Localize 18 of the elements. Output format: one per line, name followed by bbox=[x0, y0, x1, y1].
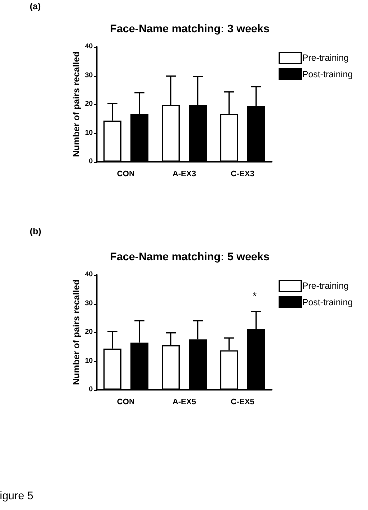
text: igure 5 bbox=[0, 490, 34, 502]
chart-title: Face-Name matching: 5 weeks bbox=[110, 252, 270, 264]
text: (b) bbox=[30, 226, 42, 236]
x-tick-label: C-EX5 bbox=[231, 398, 256, 406]
chart-title: Face-Name matching: 3 weeks bbox=[110, 24, 270, 36]
x-tick-label: A-EX3 bbox=[172, 170, 197, 178]
x-tick-label: A-EX5 bbox=[172, 398, 197, 406]
text: (a) bbox=[30, 2, 41, 12]
legend-label: Post-training bbox=[302, 69, 354, 80]
annotation: * bbox=[253, 292, 257, 302]
x-tick-label: CON bbox=[117, 398, 136, 406]
legend-label: Post-training bbox=[302, 297, 354, 308]
legend-label: Pre-training bbox=[302, 53, 350, 64]
x-tick-label: CON bbox=[117, 170, 136, 178]
y-axis-title: Number of pairs recalled bbox=[72, 52, 82, 158]
y-axis-title: Number of pairs recalled bbox=[72, 280, 82, 386]
x-tick-label: C-EX3 bbox=[231, 170, 256, 178]
legend-label: Pre-training bbox=[302, 281, 350, 292]
